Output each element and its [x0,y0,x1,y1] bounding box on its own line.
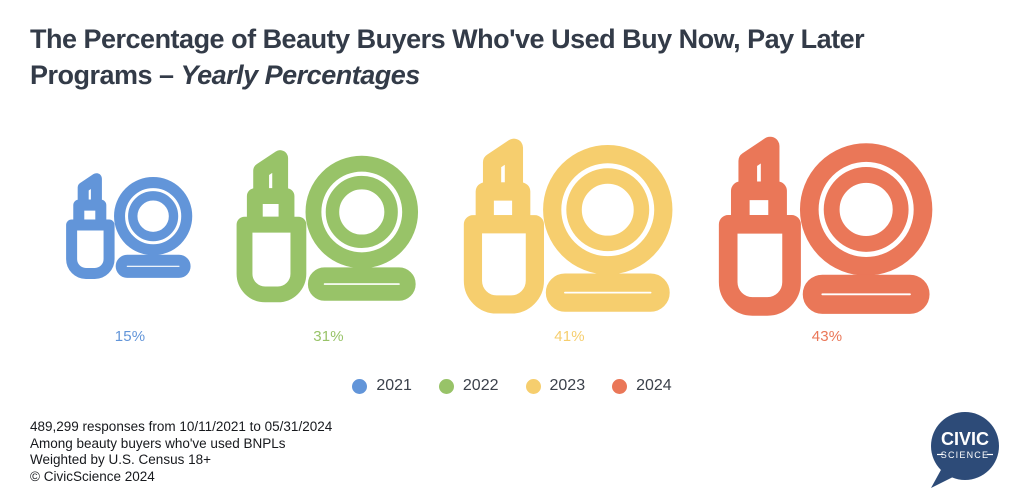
legend-dot-2021 [352,378,368,394]
legend-dot-2024 [612,378,628,394]
legend-label-2022: 2022 [462,377,499,394]
lipstick-compact-icon-2021 [65,171,195,281]
icon-box-2024 [717,132,937,320]
year-group-2023: 41% [462,132,677,345]
year-group-2021: 15% [65,132,195,345]
chart-title-line1: The Percentage of Beauty Buyers Who've U… [30,24,865,54]
legend-item-2024: 2024 [612,377,672,395]
icon-box-2022 [235,132,422,320]
civicscience-logo-icon: CIVIC SCIENCE [931,412,999,488]
lipstick-compact-icon-2022 [235,147,422,305]
value-label-2021: 15% [114,328,146,345]
legend: 2021 2022 2023 2024 [0,377,1024,395]
icon-box-2023 [462,132,677,320]
footnotes: 489,299 responses from 10/11/2021 to 05/… [30,419,332,485]
chart-title-line2-italic: Yearly Percentages [180,59,421,90]
value-label-2023: 41% [554,328,585,345]
lipstick-compact-icon-2023 [462,135,677,317]
icon-box-2021 [65,132,195,320]
footnote-population: Among beauty buyers who've used BNPLs [30,435,286,451]
civicscience-logo: CIVIC SCIENCE [924,408,1004,497]
legend-item-2022: 2022 [438,377,499,395]
legend-item-2021: 2021 [352,377,412,395]
pictogram-row: 15% 31% 41% 43% [65,132,937,345]
value-label-2024: 43% [811,328,843,345]
legend-label-2024: 2024 [636,377,672,394]
chart-title-line2: Programs – Yearly Percentages [30,58,970,94]
legend-dot-2023 [525,378,541,394]
legend-item-2023: 2023 [525,377,586,395]
year-group-2024: 43% [717,132,937,345]
legend-label-2023: 2023 [549,377,586,394]
year-group-2022: 31% [235,132,422,345]
footnote-weighting: Weighted by U.S. Census 18+ [30,452,211,468]
chart-title: The Percentage of Beauty Buyers Who've U… [30,22,970,93]
logo-text-civic: CIVIC [941,429,989,449]
legend-label-2021: 2021 [376,377,412,394]
lipstick-compact-icon-2024 [717,133,937,319]
chart-title-line2-regular: Programs – [30,59,181,90]
footnote-copyright: © CivicScience 2024 [30,468,155,484]
legend-dot-2022 [438,378,454,394]
footnote-responses: 489,299 responses from 10/11/2021 to 05/… [30,419,333,434]
logo-text-science: SCIENCE [941,450,989,460]
value-label-2022: 31% [313,328,344,345]
